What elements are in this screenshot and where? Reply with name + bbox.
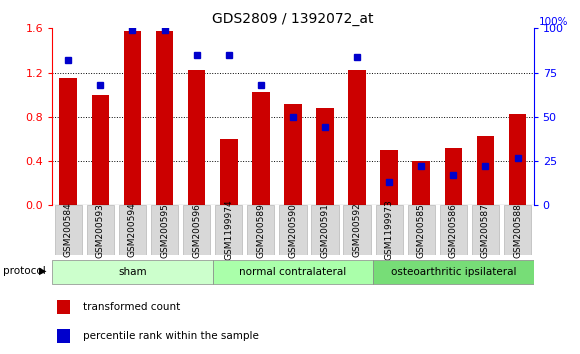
Text: normal contralateral: normal contralateral	[240, 267, 346, 277]
Bar	[284, 104, 302, 205]
Text: GSM200596: GSM200596	[192, 202, 201, 258]
FancyBboxPatch shape	[343, 205, 371, 255]
Text: GSM200591: GSM200591	[321, 202, 329, 258]
FancyBboxPatch shape	[215, 205, 242, 255]
FancyBboxPatch shape	[504, 205, 531, 255]
FancyBboxPatch shape	[373, 260, 534, 284]
Bar	[57, 329, 71, 343]
Bar	[316, 108, 334, 205]
Text: GSM1199974: GSM1199974	[224, 200, 233, 261]
Text: GSM200593: GSM200593	[96, 202, 105, 258]
Text: osteoarthritic ipsilateral: osteoarthritic ipsilateral	[390, 267, 516, 277]
Text: GSM200595: GSM200595	[160, 202, 169, 258]
FancyBboxPatch shape	[86, 205, 114, 255]
FancyBboxPatch shape	[213, 260, 373, 284]
Bar	[220, 139, 238, 205]
Text: sham: sham	[118, 267, 147, 277]
FancyBboxPatch shape	[375, 205, 403, 255]
FancyBboxPatch shape	[408, 205, 435, 255]
Bar	[252, 92, 270, 205]
Text: GSM200584: GSM200584	[64, 203, 72, 257]
Text: GSM200589: GSM200589	[256, 202, 265, 258]
Bar	[155, 30, 173, 205]
Text: GSM200587: GSM200587	[481, 202, 490, 258]
Text: ▶: ▶	[39, 266, 47, 276]
FancyBboxPatch shape	[151, 205, 178, 255]
FancyBboxPatch shape	[247, 205, 274, 255]
Text: protocol: protocol	[3, 266, 46, 276]
FancyBboxPatch shape	[119, 205, 146, 255]
FancyBboxPatch shape	[279, 205, 307, 255]
FancyBboxPatch shape	[55, 205, 82, 255]
Title: GDS2809 / 1392072_at: GDS2809 / 1392072_at	[212, 12, 374, 26]
Text: GSM200590: GSM200590	[288, 202, 298, 258]
Text: GSM200592: GSM200592	[353, 203, 361, 257]
Bar	[412, 161, 430, 205]
Bar	[348, 70, 366, 205]
Bar	[92, 95, 109, 205]
FancyBboxPatch shape	[183, 205, 211, 255]
Text: transformed count: transformed count	[84, 302, 181, 313]
FancyBboxPatch shape	[472, 205, 499, 255]
Text: GSM200586: GSM200586	[449, 202, 458, 258]
Bar	[509, 114, 527, 205]
Bar	[59, 78, 77, 205]
Text: percentile rank within the sample: percentile rank within the sample	[84, 331, 259, 341]
FancyBboxPatch shape	[52, 260, 213, 284]
Bar	[57, 301, 71, 314]
Text: GSM200588: GSM200588	[513, 202, 522, 258]
FancyBboxPatch shape	[311, 205, 339, 255]
Bar	[124, 30, 142, 205]
Bar	[188, 70, 205, 205]
Text: GSM1199973: GSM1199973	[385, 200, 394, 261]
Bar	[477, 136, 494, 205]
Text: GSM200585: GSM200585	[417, 202, 426, 258]
FancyBboxPatch shape	[440, 205, 467, 255]
Text: GSM200594: GSM200594	[128, 203, 137, 257]
Text: 100%: 100%	[538, 17, 568, 27]
Bar	[444, 148, 462, 205]
Bar	[380, 150, 398, 205]
